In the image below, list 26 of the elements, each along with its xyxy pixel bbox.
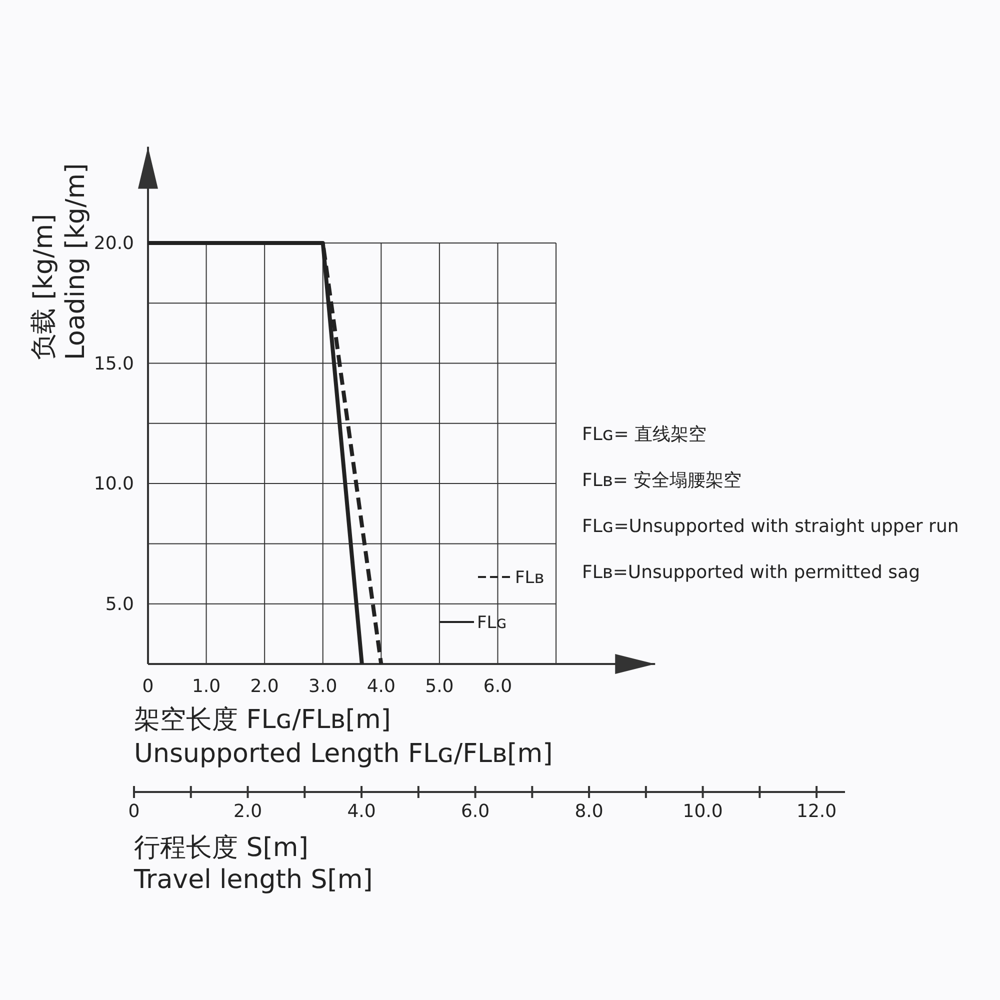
x2-tick-label: 2.0 (233, 801, 262, 822)
x2-tick-label: 6.0 (460, 801, 490, 822)
x-tick-label: 5.0 (425, 676, 454, 697)
x2-tick-label: 10.0 (682, 801, 723, 822)
x2-axis-title: 行程长度 S[m] Travel length S[m] (133, 833, 373, 895)
x-axis-title: 架空长度 FLɢ/FLʙ[m] Unsupported Length FLɢ/FLʙ[m] (134, 705, 553, 769)
x-tick-label: 1.0 (192, 676, 221, 697)
x-tick-label: 2.0 (250, 676, 279, 697)
y-tick-label: 15.0 (94, 353, 134, 374)
x2-tick-label: 8.0 (574, 801, 604, 822)
legend-label: FLʙ (515, 568, 544, 588)
annotation: FLɢ= 直线架空 (582, 424, 707, 445)
x2-tick-label: 0 (128, 801, 140, 822)
y-tick-label: 10.0 (94, 474, 134, 495)
x-tick-label: 0 (142, 676, 154, 697)
y-tick-label: 20.0 (94, 232, 134, 254)
x-tick-label: 4.0 (366, 676, 396, 697)
x2-tick-label: 12.0 (796, 801, 837, 822)
annotation: FLʙ= 安全塌腰架空 (582, 470, 742, 491)
annotation: FLɢ=Unsupported with straight upper run (582, 516, 959, 537)
x-tick-label: 3.0 (308, 676, 338, 697)
y-tick-label: 5.0 (105, 594, 134, 615)
y-axis-title: 负载 [kg/m] Loading [kg/m] (29, 163, 91, 360)
x2-tick-label: 4.0 (347, 801, 376, 822)
x-tick-label: 6.0 (483, 676, 512, 697)
annotation: FLʙ=Unsupported with permitted sag (582, 562, 920, 583)
